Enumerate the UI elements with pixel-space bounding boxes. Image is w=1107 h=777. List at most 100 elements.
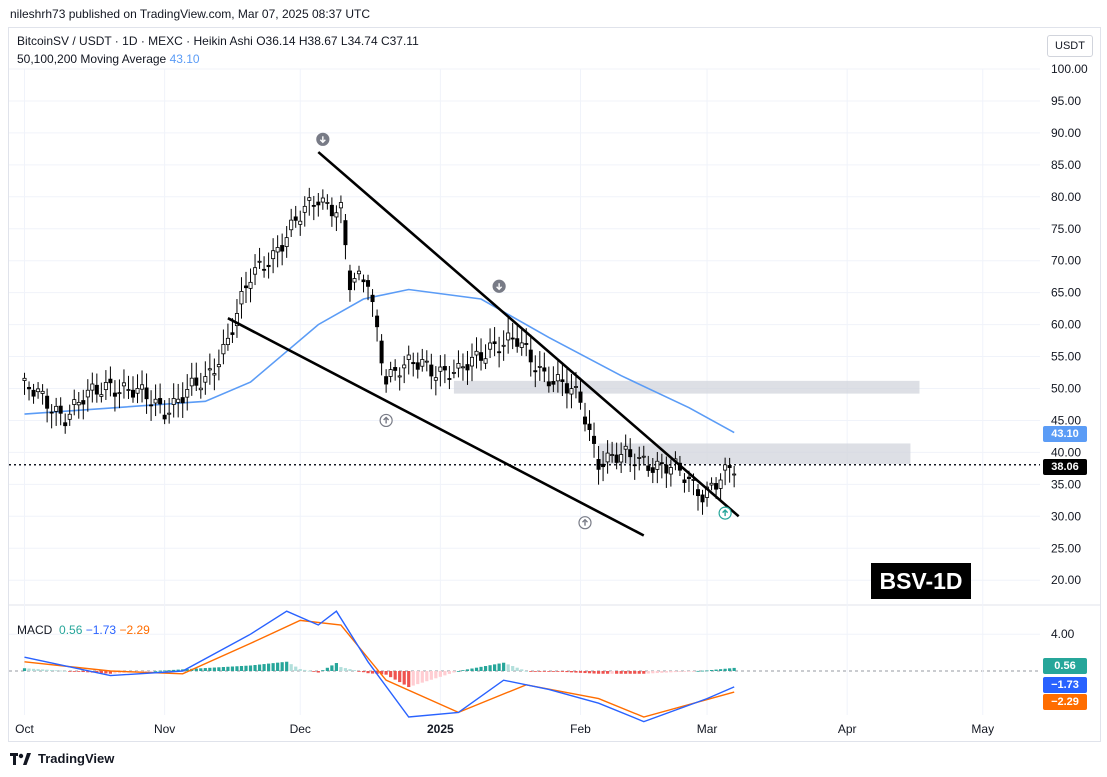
tradingview-logo[interactable]: TradingView bbox=[10, 751, 114, 766]
price-tick-label: 50.00 bbox=[1051, 382, 1081, 396]
candle-body bbox=[31, 389, 36, 397]
macd-histogram-bar bbox=[312, 671, 316, 672]
macd-histogram-bar bbox=[221, 667, 225, 671]
macd-histogram-bar bbox=[664, 671, 668, 673]
candle-body bbox=[668, 467, 673, 475]
macd-histogram-bar bbox=[655, 671, 659, 674]
macd-histogram-bar bbox=[348, 669, 352, 671]
macd-histogram-bar bbox=[212, 667, 216, 671]
macd-histogram-bar bbox=[239, 665, 244, 671]
candle-body bbox=[506, 332, 511, 341]
price-tick-label: 35.00 bbox=[1051, 477, 1081, 491]
candle-body bbox=[144, 387, 149, 400]
macd-histogram-bar bbox=[628, 671, 632, 674]
candle-body bbox=[243, 285, 248, 289]
marker-arrow-head bbox=[722, 509, 729, 514]
macd-line-tag: −1.73 bbox=[1043, 677, 1087, 693]
macd-histogram-bar bbox=[361, 671, 366, 673]
macd-histogram-bar bbox=[230, 666, 235, 671]
macd-histogram-bar bbox=[36, 669, 40, 671]
macd-histogram-bar bbox=[416, 671, 420, 685]
macd-histogram-bar bbox=[316, 671, 320, 673]
macd-histogram-bar bbox=[244, 665, 248, 671]
candle-body bbox=[67, 413, 72, 420]
macd-histogram-bar bbox=[194, 668, 198, 671]
time-tick-label: Mar bbox=[697, 722, 718, 736]
macd-histogram-bar bbox=[384, 671, 388, 675]
macd-tick-label: 4.00 bbox=[1051, 627, 1075, 641]
candle-body bbox=[659, 462, 664, 465]
macd-histogram-bar bbox=[502, 662, 506, 671]
candle-body bbox=[727, 465, 732, 468]
chart-annotation-label: BSV-1D bbox=[871, 563, 971, 599]
macd-histogram-bar bbox=[86, 671, 90, 673]
candle-body bbox=[397, 375, 402, 378]
price-tick-label: 25.00 bbox=[1051, 541, 1081, 555]
candle-body bbox=[528, 349, 533, 363]
symbol-legend[interactable]: BitcoinSV / USDT · 1D · MEXC · Heikin As… bbox=[17, 34, 419, 48]
candle-body bbox=[329, 204, 334, 217]
macd-histogram-bar bbox=[22, 668, 27, 671]
macd-histogram-bar bbox=[59, 670, 63, 672]
macd-histogram-bar bbox=[117, 671, 122, 674]
macd-histogram-bar bbox=[343, 668, 348, 671]
macd-line bbox=[24, 610, 735, 723]
macd-histogram-bar bbox=[352, 670, 357, 671]
time-tick-label: Nov bbox=[154, 722, 175, 736]
candle-body bbox=[641, 455, 646, 458]
candle-body bbox=[94, 384, 99, 395]
candle-body bbox=[302, 205, 307, 213]
macd-histogram-bar bbox=[565, 671, 569, 673]
macd-histogram-bar bbox=[203, 668, 207, 671]
candle-body bbox=[415, 362, 420, 370]
candle-body bbox=[628, 449, 633, 458]
candle-body bbox=[158, 398, 163, 405]
candle-body bbox=[723, 464, 728, 471]
candle-body bbox=[121, 382, 126, 387]
candle-body bbox=[497, 351, 502, 354]
macd-histogram-bar bbox=[140, 671, 144, 672]
macd-histogram-bar bbox=[163, 670, 167, 672]
candle-body bbox=[149, 404, 154, 407]
candle-body bbox=[705, 486, 710, 498]
macd-histogram-bar bbox=[420, 671, 424, 683]
candle-body bbox=[153, 398, 158, 404]
candle-body bbox=[307, 197, 312, 201]
macd-histogram-bar bbox=[560, 671, 564, 672]
macd-histogram-bar bbox=[27, 668, 31, 671]
macd-histogram-bar bbox=[104, 671, 108, 674]
macd-histogram-bar bbox=[615, 671, 619, 674]
price-tick-label: 55.00 bbox=[1051, 350, 1081, 364]
marker-arrow-head bbox=[383, 416, 390, 421]
currency-button[interactable]: USDT bbox=[1047, 35, 1093, 57]
time-tick-label: Apr bbox=[838, 722, 857, 736]
macd-histogram-bar bbox=[235, 666, 239, 671]
price-tick-label: 80.00 bbox=[1051, 190, 1081, 204]
candle-body bbox=[49, 411, 54, 414]
macd-histogram-bar bbox=[267, 663, 271, 671]
macd-histogram-bar bbox=[393, 671, 397, 680]
candle-body bbox=[266, 264, 271, 268]
candle-body bbox=[696, 489, 701, 497]
candle-body bbox=[298, 220, 303, 225]
macd-histogram-bar bbox=[470, 668, 474, 671]
macd-histogram-bar bbox=[533, 671, 537, 672]
candle-body bbox=[596, 459, 601, 470]
candle-body bbox=[230, 332, 235, 335]
macd-histogram-bar bbox=[488, 665, 492, 671]
candle-body bbox=[320, 197, 325, 203]
moving-average-line bbox=[24, 288, 735, 434]
candle-body bbox=[456, 363, 461, 369]
candle-body bbox=[185, 389, 190, 398]
macd-histogram-bar bbox=[633, 671, 637, 674]
ma-legend[interactable]: 50,100,200 Moving Average 43.10 bbox=[17, 52, 200, 66]
candle-body bbox=[253, 267, 258, 275]
macd-legend[interactable]: MACD 0.56 −1.73 −2.29 bbox=[17, 623, 150, 637]
macd-histogram-bar bbox=[682, 671, 687, 672]
macd-histogram-bar bbox=[474, 667, 479, 671]
macd-histogram-bar bbox=[714, 669, 718, 671]
time-tick-label: Oct bbox=[15, 722, 34, 736]
macd-histogram-bar bbox=[185, 669, 189, 671]
macd-histogram-bar bbox=[687, 671, 691, 672]
